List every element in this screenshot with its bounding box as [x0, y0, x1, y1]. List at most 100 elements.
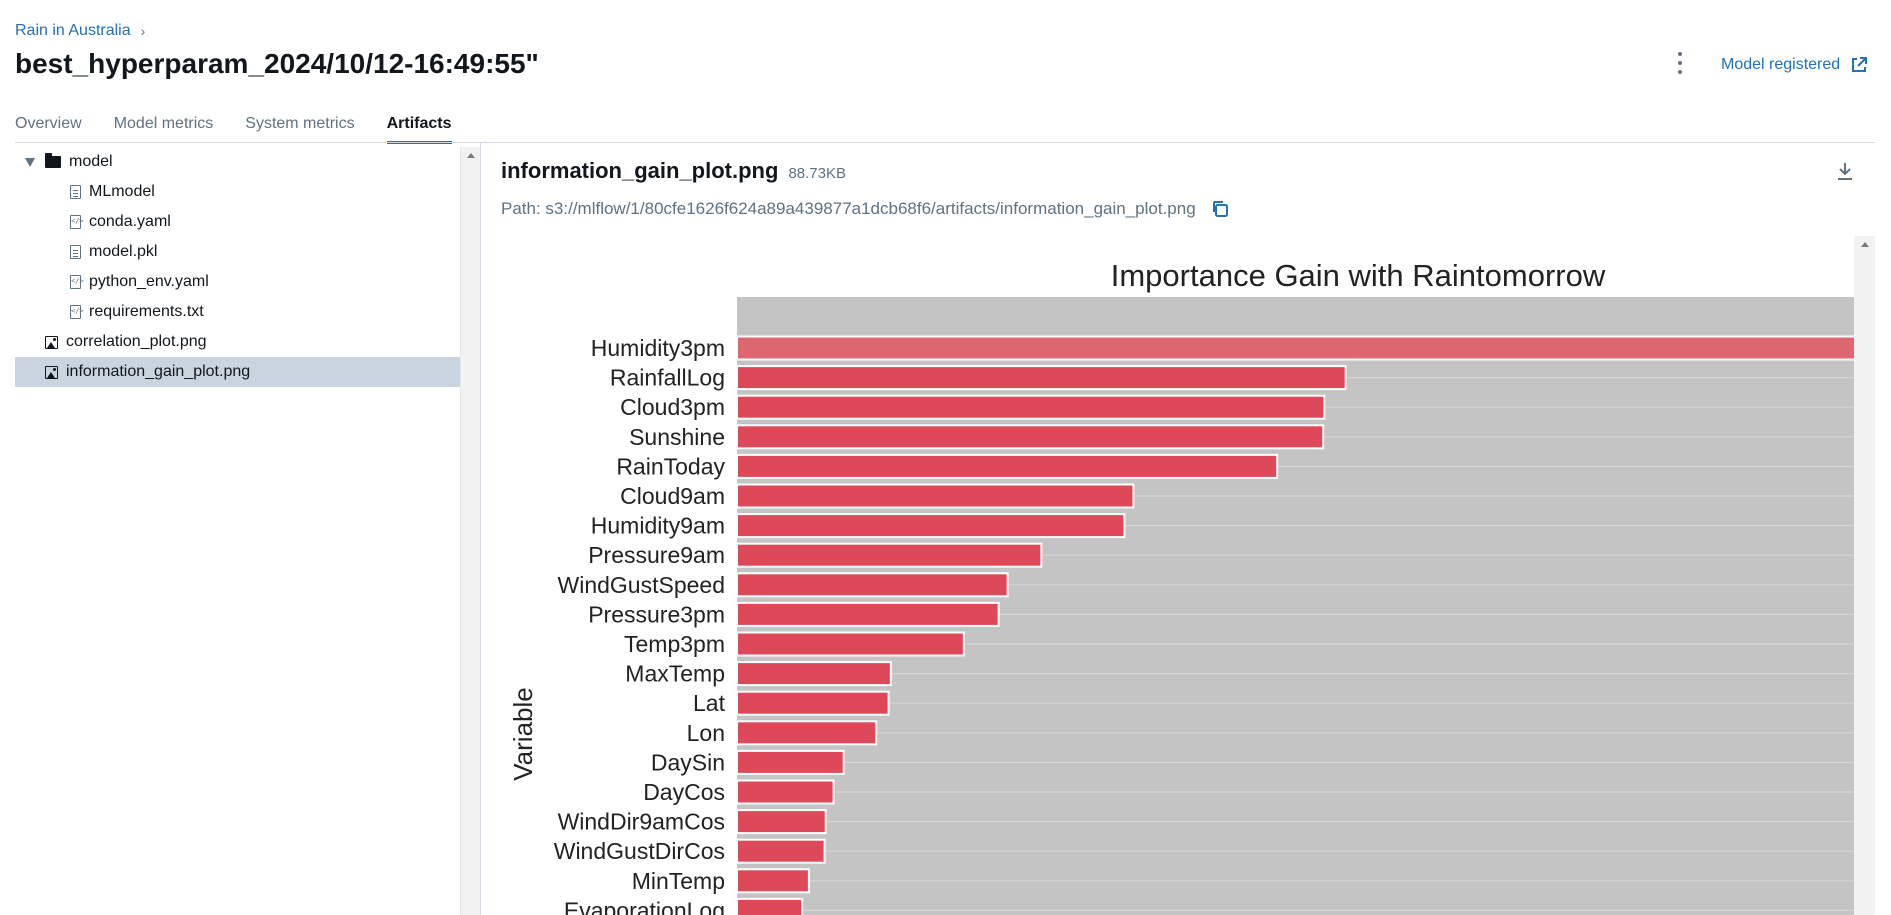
tab-model-metrics[interactable]: Model metrics: [113, 115, 214, 132]
tree-item-correlation-plot[interactable]: correlation_plot.png: [15, 327, 490, 357]
image-preview: Importance Gain with Raintomorrow Humidi…: [481, 236, 1875, 915]
category-label: Sunshine: [629, 424, 725, 450]
tree-item-requirements[interactable]: </> requirements.txt: [15, 297, 515, 327]
category-label: Lon: [687, 720, 725, 746]
category-label: RainfallLog: [610, 365, 725, 391]
scroll-up-arrow-icon[interactable]: [467, 153, 475, 158]
bar-maxtemp: [736, 661, 892, 687]
category-label: DayCos: [643, 779, 725, 805]
chevron-right-icon: ›: [140, 23, 146, 39]
tree-folder-model[interactable]: model: [15, 147, 470, 177]
tree-item-model-pkl[interactable]: model.pkl: [15, 237, 515, 267]
bar-pressure3pm: [736, 601, 1000, 627]
category-label: Humidity3pm: [591, 335, 725, 361]
more-options-icon[interactable]: [1672, 52, 1688, 74]
tree-item-python-env[interactable]: </> python_env.yaml: [15, 267, 515, 297]
kebab-dot: [1678, 52, 1682, 56]
category-label: Pressure3pm: [588, 601, 725, 627]
tree-scrollbar[interactable]: [460, 147, 481, 915]
tree-item-label: requirements.txt: [89, 303, 204, 320]
category-label: WindDir9amCos: [558, 809, 725, 835]
tree-item-label: information_gain_plot.png: [66, 363, 251, 380]
scroll-up-arrow-icon[interactable]: [1861, 242, 1869, 247]
y-axis-label: Variable: [508, 687, 538, 780]
bars: [736, 335, 1861, 915]
tree-item-conda-yaml[interactable]: </> conda.yaml: [15, 207, 515, 237]
bar-windgustdircos: [736, 838, 826, 864]
tree-item-label: python_env.yaml: [89, 273, 209, 290]
bar-windgustspeed: [736, 572, 1009, 598]
breadcrumb-experiment-link[interactable]: Rain in Australia: [15, 22, 131, 39]
bar-humidity9am: [736, 513, 1126, 539]
tree-item-label: model: [69, 153, 113, 170]
code-file-icon: </>: [70, 215, 84, 229]
preview-scrollbar[interactable]: [1854, 236, 1875, 915]
category-label: EvaporationLog: [564, 897, 725, 915]
run-tabs: Overview Model metrics System metrics Ar…: [15, 115, 452, 144]
category-label: MaxTemp: [625, 661, 725, 687]
model-registered-link[interactable]: Model registered: [1721, 56, 1868, 74]
tree-item-mlmodel[interactable]: MLmodel: [15, 177, 515, 207]
tree-item-label: MLmodel: [89, 183, 155, 200]
download-icon[interactable]: [1836, 161, 1854, 181]
tree-item-label: correlation_plot.png: [66, 333, 207, 350]
bar-lat: [736, 690, 890, 716]
bar-raintoday: [736, 453, 1279, 479]
tree-item-label: model.pkl: [89, 243, 158, 260]
kebab-dot: [1678, 61, 1682, 65]
bar-winddir9amcos: [736, 809, 827, 835]
preview-file-name: information_gain_plot.png: [501, 158, 779, 183]
category-label: Lat: [693, 690, 726, 716]
bar-temp3pm: [736, 631, 965, 657]
category-label: DaySin: [651, 749, 725, 775]
category-label: Cloud3pm: [620, 394, 725, 420]
bar-sunshine: [736, 424, 1325, 450]
tabs-divider: [15, 142, 1875, 143]
category-label: WindGustDirCos: [554, 838, 725, 864]
chart-title: Importance Gain with Raintomorrow: [1111, 258, 1606, 293]
bar-humidity3pm: [736, 335, 1861, 361]
artifact-tree: model MLmodel </> conda.yaml model.pkl <…: [15, 147, 490, 915]
category-label: MinTemp: [632, 868, 725, 894]
tab-system-metrics[interactable]: System metrics: [245, 115, 355, 132]
bar-pressure9am: [736, 542, 1043, 568]
tree-item-information-gain-plot[interactable]: information_gain_plot.png: [15, 357, 490, 387]
code-file-icon: </>: [70, 305, 84, 319]
preview-divider: [480, 143, 481, 915]
tab-artifacts[interactable]: Artifacts: [386, 115, 452, 144]
category-label: RainToday: [616, 453, 725, 479]
bar-cloud9am: [736, 483, 1135, 509]
tree-item-label: conda.yaml: [89, 213, 171, 230]
tab-overview[interactable]: Overview: [15, 115, 82, 132]
model-registered-label: Model registered: [1721, 56, 1841, 73]
category-label: Humidity9am: [591, 513, 725, 539]
information-gain-chart: Importance Gain with Raintomorrow Humidi…: [508, 258, 1861, 915]
image-icon: [45, 365, 58, 379]
category-label: WindGustSpeed: [558, 572, 725, 598]
caret-down-icon[interactable]: [25, 157, 35, 167]
page-title: best_hyperparam_2024/10/12-16:49:55": [15, 48, 539, 79]
artifact-path-text: Path: s3://mlflow/1/80cfe1626f624a89a439…: [501, 199, 1196, 218]
bar-lon: [736, 720, 878, 746]
breadcrumb: Rain in Australia ›: [15, 22, 145, 40]
file-icon: [70, 245, 81, 259]
category-label: Pressure9am: [588, 542, 725, 568]
bar-daycos: [736, 779, 835, 805]
bar-evaporationlog: [736, 897, 804, 915]
category-labels: Humidity3pm RainfallLog Cloud3pm Sunshine Ra…: [554, 335, 726, 915]
bar-rainfalllog: [736, 365, 1347, 391]
bar-cloud3pm: [736, 394, 1326, 420]
image-icon: [45, 335, 58, 349]
copy-icon[interactable]: [1210, 199, 1230, 219]
artifact-path: Path: s3://mlflow/1/80cfe1626f624a89a439…: [501, 199, 1230, 219]
preview-header: information_gain_plot.png 88.73KB: [501, 158, 846, 184]
category-label: Temp3pm: [624, 631, 725, 657]
external-link-icon: [1852, 57, 1868, 72]
file-icon: [70, 185, 81, 199]
kebab-dot: [1678, 70, 1682, 74]
category-label: Cloud9am: [620, 483, 725, 509]
bar-daysin: [736, 749, 845, 775]
folder-icon: [45, 153, 61, 168]
bar-mintemp: [736, 868, 810, 894]
preview-file-size: 88.73KB: [788, 165, 846, 182]
